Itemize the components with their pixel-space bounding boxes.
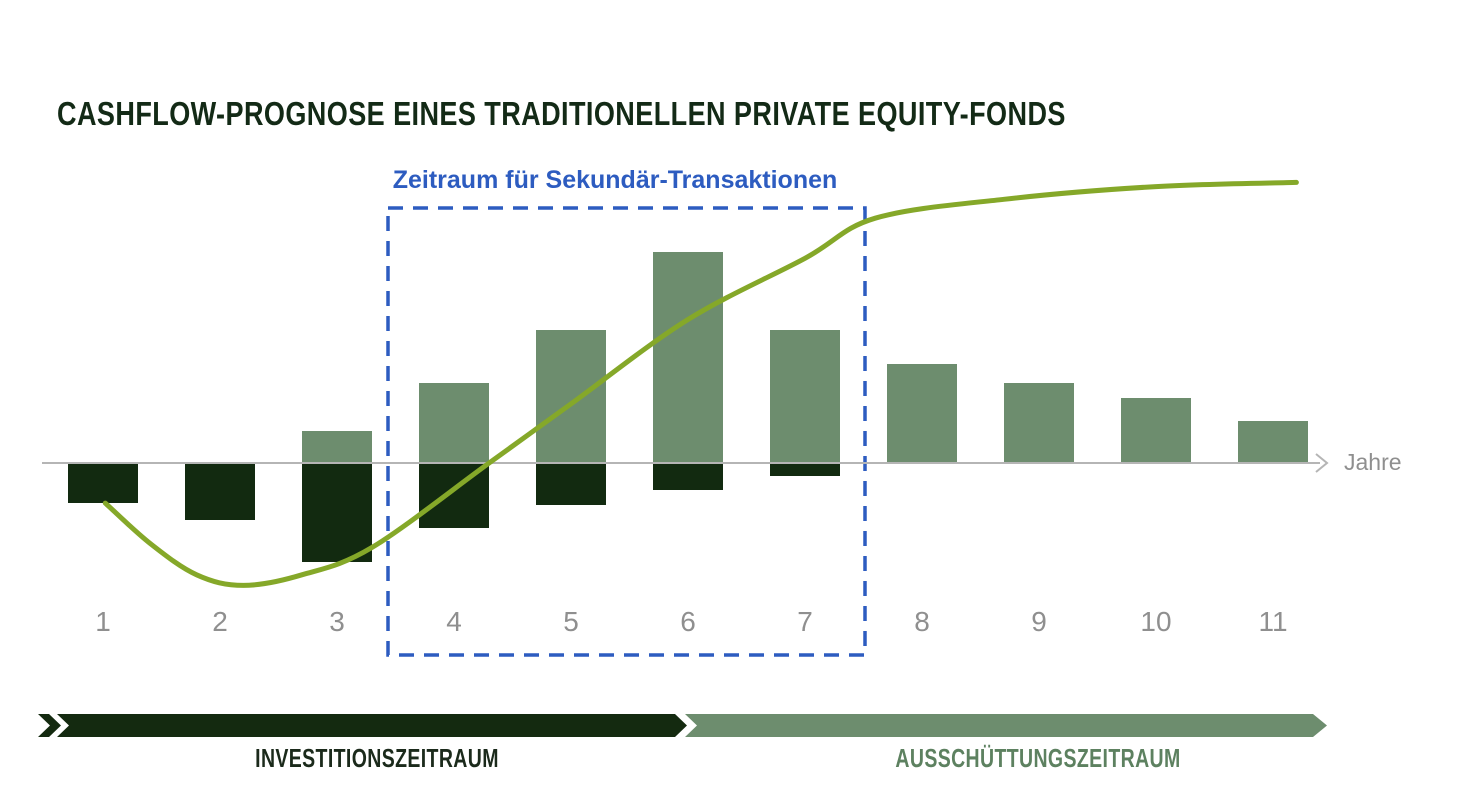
negative-bar-year-5	[536, 463, 606, 506]
negative-bar-year-2	[185, 463, 255, 520]
positive-bar-year-3	[302, 431, 372, 463]
x-tick-label: 3	[329, 606, 345, 637]
positive-bar-year-10	[1121, 397, 1191, 463]
x-tick-label: 10	[1140, 606, 1172, 637]
positive-bar-year-8	[887, 363, 957, 463]
chart-title: CASHFLOW-PROGNOSE EINES TRADITIONELLEN P…	[57, 95, 1066, 132]
x-tick-label: 11	[1258, 606, 1288, 637]
secondary-transactions-label: Zeitraum für Sekundär-Transaktionen	[392, 166, 838, 194]
negative-bar-year-7	[770, 463, 840, 476]
x-tick-label: 1	[95, 606, 111, 637]
x-tick-label: 7	[797, 606, 813, 637]
x-tick-label: 9	[1031, 606, 1047, 637]
x-tick-label: 5	[563, 606, 579, 637]
positive-bar-year-9	[1004, 382, 1074, 463]
x-tick-label: 4	[446, 606, 462, 637]
investment-period-arrow	[57, 714, 687, 737]
arrow-start-chevron-icon	[38, 714, 61, 737]
positive-bar-year-5	[536, 330, 606, 463]
investment-period-label: INVESTITIONSZEITRAUM	[255, 743, 499, 773]
x-tick-label: 2	[212, 606, 228, 637]
x-axis-label: Jahre	[1344, 449, 1402, 475]
positive-bar-year-7	[770, 330, 840, 463]
x-axis-arrowhead-icon	[1315, 453, 1329, 473]
negative-bar-year-3	[302, 463, 372, 563]
negative-bar-year-1	[68, 463, 138, 504]
negative-bar-year-4	[419, 463, 489, 529]
positive-bar-year-4	[419, 382, 489, 463]
positive-bar-year-6	[653, 252, 723, 463]
distribution-period-arrow	[685, 714, 1327, 737]
positive-bar-year-11	[1238, 420, 1308, 463]
negative-bar-year-6	[653, 463, 723, 491]
x-tick-label: 6	[680, 606, 696, 637]
distribution-period-label: AUSSCHÜTTUNGSZEITRAUM	[895, 743, 1181, 773]
x-tick-label: 8	[914, 606, 930, 637]
